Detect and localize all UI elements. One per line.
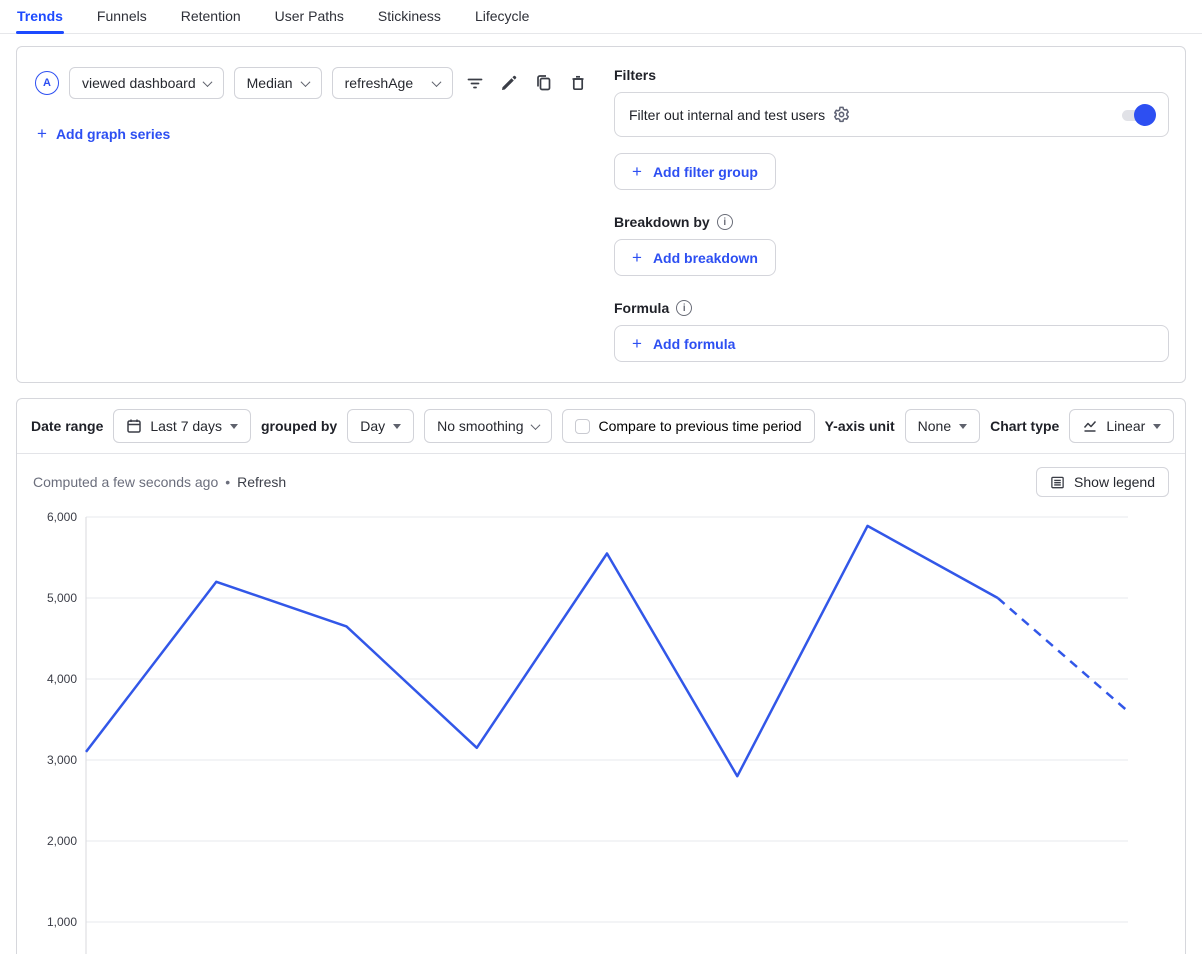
trend-chart: 1,000 2,000 3,000 4,000 5,000 6,000 (33, 503, 1169, 954)
filters-heading: Filters (614, 67, 657, 83)
chart-type-label: Chart type (990, 418, 1060, 434)
caret-down-icon (959, 423, 968, 429)
tab-trends[interactable]: Trends (16, 1, 64, 34)
formula-heading-text: Formula (614, 300, 670, 316)
trend-line-solid (85, 524, 999, 778)
series-edit-button[interactable] (497, 68, 521, 98)
event-select[interactable]: viewed dashboard (69, 67, 224, 99)
chevron-down-icon (300, 76, 311, 87)
chevron-down-icon (431, 76, 442, 87)
add-filter-group-button[interactable]: + Add filter group (614, 153, 776, 190)
yaxis-unit-label: Y-axis unit (824, 418, 895, 434)
trend-chart-svg: 1,000 2,000 3,000 4,000 5,000 6,000 (47, 510, 1129, 954)
filter-icon (466, 74, 484, 92)
trend-line-dashed (996, 597, 1129, 713)
plus-icon: + (632, 162, 642, 181)
internal-filter-label: Filter out internal and test users (629, 106, 826, 123)
series-column: A viewed dashboard Median refreshAge (35, 67, 590, 362)
show-legend-label: Show legend (1074, 474, 1155, 490)
dot-separator: • (225, 474, 231, 490)
y-axis-tick-label: 5,000 (47, 591, 77, 605)
yaxis-unit-select[interactable]: None (904, 409, 981, 443)
computed-text: Computed a few seconds ago (33, 474, 219, 490)
copy-icon (535, 74, 553, 92)
series-row: A viewed dashboard Median refreshAge (35, 67, 590, 99)
refresh-button[interactable]: Refresh (237, 474, 287, 490)
info-icon[interactable]: i (676, 300, 693, 316)
series-filter-button[interactable] (463, 68, 487, 98)
compare-label: Compare to previous time period (598, 418, 802, 434)
aggregation-select-value: Median (246, 75, 293, 91)
info-icon[interactable]: i (716, 214, 733, 230)
series-delete-button[interactable] (566, 68, 590, 98)
series-badge[interactable]: A (35, 71, 59, 95)
internal-filter-row: Filter out internal and test users (614, 92, 1169, 137)
plus-icon: + (37, 124, 47, 143)
toggle-knob (1134, 103, 1156, 126)
tab-funnels[interactable]: Funnels (96, 8, 147, 24)
tab-stickiness[interactable]: Stickiness (377, 8, 441, 24)
breakdown-heading: Breakdown by i (614, 214, 1169, 230)
chevron-down-icon (530, 419, 540, 430)
breakdown-heading-text: Breakdown by (614, 214, 710, 230)
gear-icon[interactable] (832, 105, 851, 124)
add-filter-group-label: Add filter group (652, 163, 758, 180)
add-graph-series-button[interactable]: + Add graph series (35, 123, 172, 144)
property-select[interactable]: refreshAge (331, 67, 453, 99)
smoothing-select[interactable]: No smoothing (424, 409, 552, 443)
internal-filter-toggle[interactable] (1122, 103, 1156, 126)
caret-down-icon (393, 423, 402, 429)
interval-value: Day (360, 418, 386, 434)
smoothing-value: No smoothing (437, 418, 524, 434)
y-axis-tick-label: 1,000 (47, 915, 77, 929)
chart-meta-row: Computed a few seconds ago • Refresh Sho… (33, 467, 1169, 497)
controls-bar: Date range Last 7 days grouped by Day No… (17, 399, 1185, 454)
add-graph-series-label: Add graph series (55, 125, 171, 142)
interval-select[interactable]: Day (347, 409, 415, 443)
trash-icon (569, 74, 587, 92)
date-range-label: Date range (31, 418, 104, 434)
chevron-down-icon (202, 76, 213, 87)
add-formula-button[interactable]: + Add formula (614, 325, 1169, 362)
filters-column: Filters Filter out internal and test use… (614, 67, 1169, 362)
date-range-value: Last 7 days (150, 418, 222, 434)
tab-lifecycle[interactable]: Lifecycle (474, 8, 530, 24)
show-legend-button[interactable]: Show legend (1036, 467, 1169, 497)
aggregation-select[interactable]: Median (233, 67, 322, 99)
plus-icon: + (632, 334, 642, 353)
checkbox-icon (574, 418, 590, 434)
y-axis-tick-label: 6,000 (47, 510, 77, 524)
tab-user-paths[interactable]: User Paths (274, 8, 344, 24)
insight-panel: Date range Last 7 days grouped by Day No… (16, 398, 1186, 954)
chart-type-value: Linear (1106, 418, 1146, 434)
caret-down-icon (229, 423, 238, 429)
add-breakdown-label: Add breakdown (652, 249, 758, 266)
plus-icon: + (632, 248, 642, 267)
add-formula-label: Add formula (652, 335, 736, 352)
line-chart-icon (1082, 418, 1098, 434)
y-axis-tick-label: 2,000 (47, 834, 77, 848)
tab-retention[interactable]: Retention (180, 8, 241, 24)
formula-heading: Formula i (614, 300, 1169, 316)
chart-type-select[interactable]: Linear (1069, 409, 1175, 443)
event-select-value: viewed dashboard (82, 75, 196, 91)
computed-status: Computed a few seconds ago • Refresh (33, 474, 286, 490)
edit-icon (500, 74, 518, 92)
compare-checkbox[interactable]: Compare to previous time period (561, 409, 815, 443)
yaxis-unit-value: None (917, 418, 952, 434)
y-axis-tick-label: 4,000 (47, 672, 77, 686)
caret-down-icon (1153, 423, 1162, 429)
insight-tab-bar: Trends Funnels Retention User Paths Stic… (0, 0, 1202, 34)
y-axis-tick-label: 3,000 (47, 753, 77, 767)
property-select-value: refreshAge (344, 75, 414, 91)
grouped-by-label: grouped by (260, 418, 338, 434)
add-breakdown-button[interactable]: + Add breakdown (614, 239, 776, 276)
series-duplicate-button[interactable] (531, 68, 555, 98)
query-panel: A viewed dashboard Median refreshAge (16, 46, 1186, 383)
legend-icon (1050, 475, 1065, 490)
calendar-icon (126, 418, 142, 434)
date-range-select[interactable]: Last 7 days (113, 409, 251, 443)
